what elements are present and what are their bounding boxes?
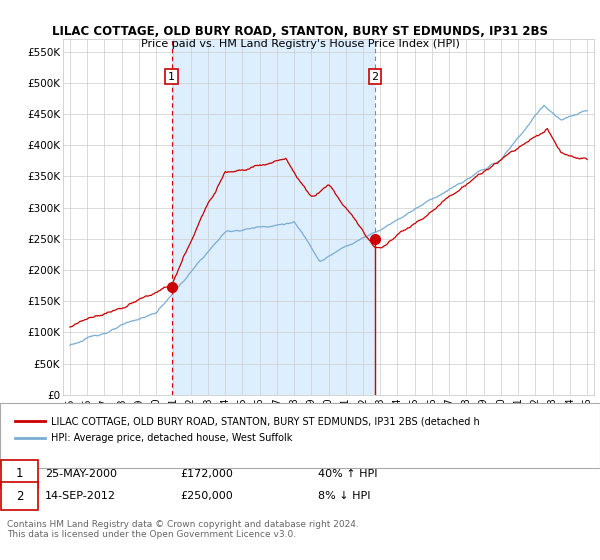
Text: £172,000: £172,000 xyxy=(180,469,233,479)
Text: 1: 1 xyxy=(168,72,175,82)
Text: 2: 2 xyxy=(371,72,379,82)
Text: 40% ↑ HPI: 40% ↑ HPI xyxy=(318,469,377,479)
Text: 2: 2 xyxy=(16,489,23,503)
Text: Price paid vs. HM Land Registry's House Price Index (HPI): Price paid vs. HM Land Registry's House … xyxy=(140,39,460,49)
Text: LILAC COTTAGE, OLD BURY ROAD, STANTON, BURY ST EDMUNDS, IP31 2BS (detached h: LILAC COTTAGE, OLD BURY ROAD, STANTON, B… xyxy=(51,416,480,426)
Text: 25-MAY-2000: 25-MAY-2000 xyxy=(45,469,117,479)
Text: 14-SEP-2012: 14-SEP-2012 xyxy=(45,491,116,501)
Text: 1: 1 xyxy=(16,467,23,480)
Text: 8% ↓ HPI: 8% ↓ HPI xyxy=(318,491,371,501)
Bar xyxy=(172,39,375,395)
Text: HPI: Average price, detached house, West Suffolk: HPI: Average price, detached house, West… xyxy=(51,433,292,443)
Text: £250,000: £250,000 xyxy=(180,491,233,501)
Text: Contains HM Land Registry data © Crown copyright and database right 2024.
This d: Contains HM Land Registry data © Crown c… xyxy=(7,520,359,539)
Text: LILAC COTTAGE, OLD BURY ROAD, STANTON, BURY ST EDMUNDS, IP31 2BS: LILAC COTTAGE, OLD BURY ROAD, STANTON, B… xyxy=(52,25,548,38)
